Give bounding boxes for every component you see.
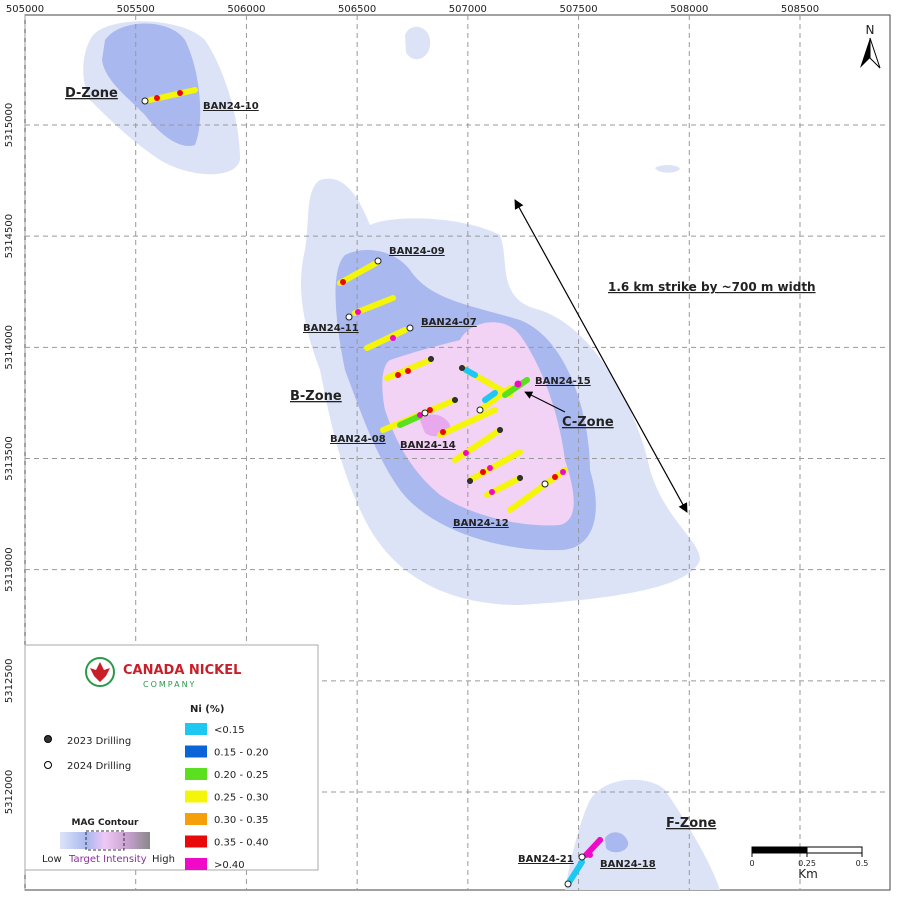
hole-label: BAN24-12 [453, 518, 509, 529]
mag-high: High [152, 854, 175, 865]
hole-label: BAN24-18 [600, 859, 656, 870]
mag-low: Low [42, 854, 62, 865]
legend: CANADA NICKEL COMPANY 2023 Drilling 2024… [24, 644, 319, 871]
mag-ramp [60, 832, 150, 849]
x-coord-label: 508000 [670, 4, 708, 15]
legend-label: 2024 Drilling [67, 761, 131, 772]
north-arrow: N [860, 23, 881, 69]
hole-label: BAN24-07 [421, 317, 477, 328]
drill-trace [463, 367, 478, 378]
pointer-arrow [524, 391, 566, 413]
mag-low [565, 779, 720, 890]
x-coord-label: 505500 [117, 4, 155, 15]
ni-swatch [185, 768, 207, 780]
ni-label: 0.20 - 0.25 [214, 770, 269, 781]
x-coord-label: 506000 [227, 4, 265, 15]
ni-label: >0.40 [214, 860, 245, 871]
drill-trace [565, 859, 585, 887]
scale-label: 0 [749, 859, 754, 868]
y-coord-label: 5314500 [4, 214, 15, 259]
drill-trace [482, 390, 498, 403]
x-coord-label: 508500 [781, 4, 819, 15]
legend-2024 [44, 761, 52, 769]
scale-bar: Km 0 0.25 0.5 [749, 846, 869, 881]
strike-arrow [514, 199, 688, 513]
x-coord-label: 505000 [6, 4, 44, 15]
ni-title: Ni (%) [190, 704, 224, 715]
drill-trace [397, 413, 423, 428]
collars [141, 97, 586, 888]
hole-label: BAN24-08 [330, 434, 386, 445]
scale-segment [751, 846, 808, 854]
ni-label: 0.25 - 0.30 [214, 793, 269, 804]
x-coord-label: 507000 [449, 4, 487, 15]
ni-label: 0.30 - 0.35 [214, 815, 269, 826]
logo-name: CANADA NICKEL [123, 663, 241, 678]
hole-label: BAN24-10 [203, 101, 259, 112]
drill-trace [452, 427, 503, 463]
logo-leaf [90, 662, 110, 682]
drill-trace [364, 327, 408, 351]
scale-segment [806, 846, 863, 854]
ni-swatch [185, 858, 207, 870]
mag-title: MAG Contour [72, 818, 140, 828]
hole-label: BAN24-09 [389, 246, 445, 257]
north-label: N [866, 23, 875, 37]
logo [85, 657, 115, 687]
zone-label: B-Zone [290, 389, 342, 404]
mag-mid [605, 832, 629, 853]
mag-mid: Target Intensity [68, 854, 147, 865]
drill-trace [352, 295, 396, 316]
mag-mid [102, 23, 201, 146]
hole-label: BAN24-11 [303, 323, 359, 334]
y-coord-label: 5312500 [4, 659, 15, 704]
y-coord-label: 5313000 [4, 547, 15, 592]
mag-low [405, 26, 431, 60]
ni-label: 0.15 - 0.20 [214, 748, 269, 759]
zone-label: F-Zone [666, 816, 716, 831]
drill-trace [467, 449, 523, 483]
logo-sub: COMPANY [143, 680, 196, 689]
mag-target-box [85, 830, 125, 851]
hole-label: BAN24-15 [535, 376, 591, 387]
x-coord-label: 507500 [559, 4, 597, 15]
y-coord-label: 5315000 [4, 103, 15, 148]
ni-swatch [185, 790, 207, 803]
scale-label: 0.25 [798, 859, 816, 868]
y-coord-label: 5312000 [4, 770, 15, 815]
hole-label: BAN24-14 [400, 440, 456, 451]
ni-swatch [185, 835, 207, 848]
ni-classes: <0.15 0.15 - 0.20 0.20 - 0.25 0.25 - 0.30 0.… [185, 723, 269, 871]
zone-label: D-Zone [65, 86, 118, 101]
hole-label: BAN24-21 [518, 854, 574, 865]
mag-low [655, 165, 680, 173]
legend-2023 [44, 735, 52, 743]
y-coord-label: 5313500 [4, 436, 15, 481]
scale-unit: Km [798, 867, 818, 881]
x-coord-label: 506500 [338, 4, 376, 15]
legend-label: 2023 Drilling [67, 736, 131, 747]
ni-swatch [185, 745, 207, 758]
annotation: 1.6 km strike by ~700 m width [608, 280, 816, 294]
ni-label: <0.15 [214, 725, 245, 736]
ni-swatch [185, 723, 207, 735]
y-coord-label: 5314000 [4, 325, 15, 370]
ni-swatch [185, 813, 207, 825]
scale-label: 0.5 [856, 859, 869, 868]
drill-trace [337, 259, 381, 286]
drill-trace [583, 837, 603, 858]
zone-label: C-Zone [562, 415, 614, 430]
drill-trace [437, 407, 498, 438]
ni-label: 0.35 - 0.40 [214, 838, 269, 849]
